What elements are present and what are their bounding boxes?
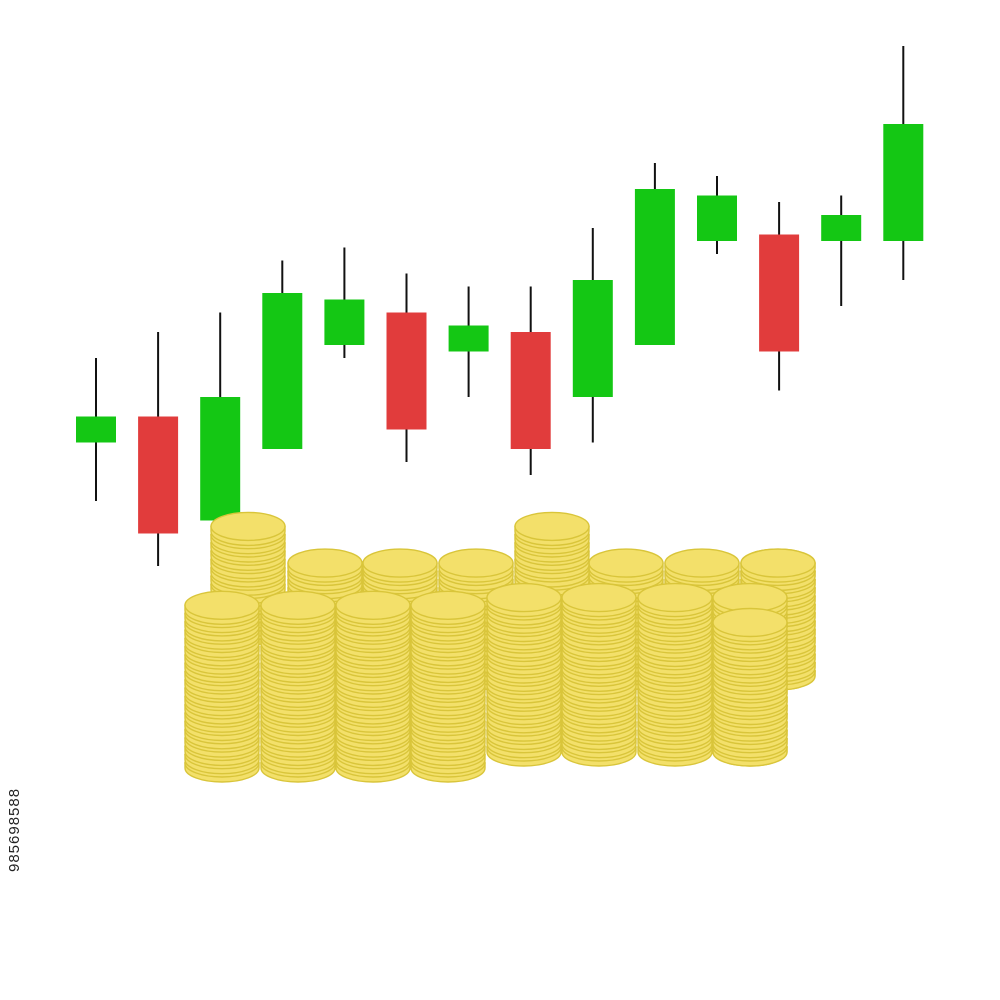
candle-body-up — [634, 189, 675, 345]
candlestick-chart — [76, 46, 924, 566]
coin-stacks — [184, 511, 816, 783]
coin — [335, 590, 411, 620]
coin — [514, 511, 590, 542]
coin-stack — [561, 582, 637, 767]
candle-body-up — [324, 299, 365, 345]
coin-stack — [712, 607, 788, 767]
candle-body-up — [572, 280, 613, 397]
coin — [740, 548, 816, 578]
coin-stack — [410, 590, 486, 783]
candle-body-up — [697, 195, 737, 241]
candle-body-down — [510, 332, 551, 449]
candle-7 — [448, 286, 489, 397]
candle-body-up — [448, 325, 489, 352]
coin-stack — [260, 590, 336, 783]
coin — [362, 548, 438, 578]
candle-body-up — [821, 215, 862, 241]
candle-1 — [76, 358, 116, 501]
candle-11 — [697, 176, 737, 254]
candle-body-up — [883, 124, 924, 241]
candle-8 — [510, 286, 551, 475]
coin — [561, 582, 637, 613]
candle-body-down — [386, 312, 427, 430]
coin-stack — [637, 582, 713, 767]
coin — [438, 548, 514, 578]
candle-14 — [883, 46, 924, 280]
candle-12 — [759, 202, 800, 391]
candle-2 — [138, 332, 179, 566]
coin — [486, 582, 562, 613]
candle-13 — [821, 195, 862, 306]
coin — [712, 607, 788, 638]
coin — [184, 590, 260, 620]
coin — [210, 511, 286, 542]
candle-3 — [200, 312, 241, 521]
candle-4 — [262, 260, 303, 449]
candle-9 — [572, 228, 613, 443]
coin-stack — [335, 590, 411, 783]
coin — [637, 582, 713, 613]
candle-10 — [634, 163, 675, 345]
coin — [712, 582, 788, 613]
candle-body-up — [262, 293, 303, 449]
coin-stack — [184, 590, 260, 783]
candle-5 — [324, 247, 365, 358]
coin — [588, 548, 664, 578]
coin — [287, 548, 363, 578]
candle-body-down — [138, 416, 179, 534]
candle-body-up — [76, 416, 116, 443]
stock-image-id: 985698588 — [6, 787, 23, 873]
coin — [260, 590, 336, 620]
coin — [664, 548, 740, 578]
coin — [410, 590, 486, 620]
candle-body-up — [200, 397, 241, 521]
candle-6 — [386, 273, 427, 462]
coin-stack — [486, 582, 562, 767]
candle-body-down — [759, 234, 800, 352]
